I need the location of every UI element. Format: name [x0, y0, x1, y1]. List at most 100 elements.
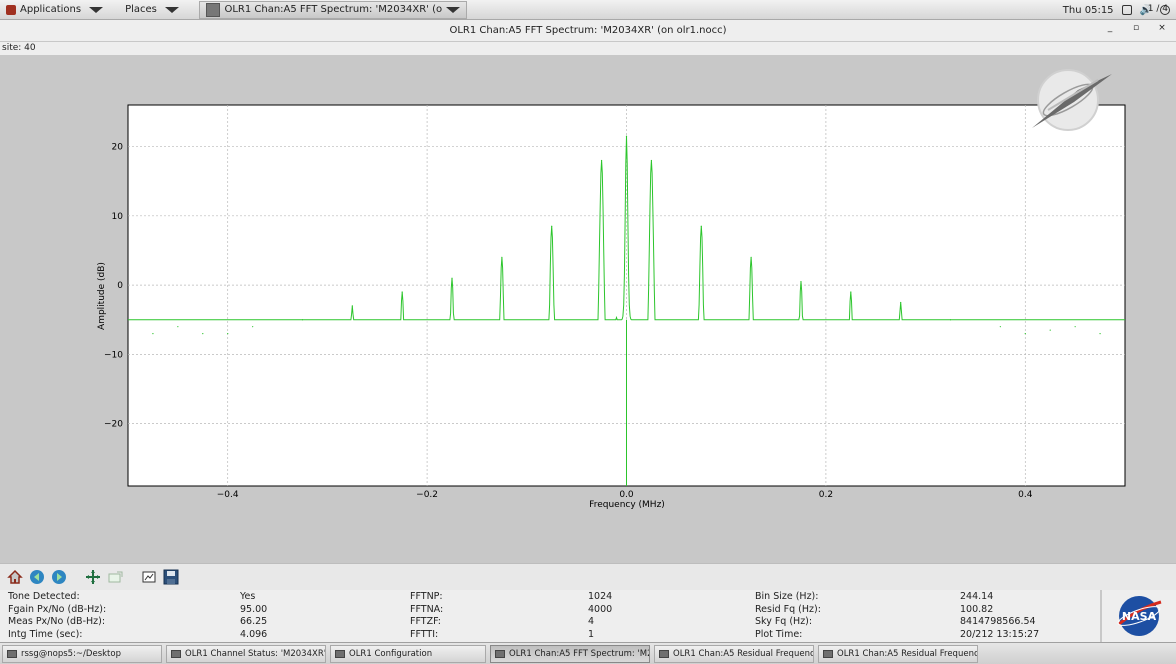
stat-value: 4.096: [240, 628, 268, 640]
forward-arrow-icon[interactable]: [50, 568, 68, 586]
stat-value: 20/212 13:15:27: [960, 628, 1040, 640]
stat-label: FFTTI:: [410, 628, 439, 640]
y-tick-label: 20: [112, 143, 124, 153]
spectrum-peak-point: [800, 281, 802, 283]
fft-spectrum-chart[interactable]: −0.4 −0.2 0.0 0.2 0.4 20 10 0 −10 −20 Frequency (…: [0, 55, 1176, 563]
chevron-down-icon: [89, 6, 104, 13]
window-title: OLR1 Chan:A5 FFT Spectrum: 'M2034XR' (on…: [449, 25, 727, 36]
window-icon: [823, 649, 833, 658]
places-label: Places: [125, 4, 157, 15]
taskbar-item[interactable]: OLR1 Channel Status: 'M2034XR' ...: [166, 644, 326, 663]
active-window-label: OLR1 Chan:A5 FFT Spectrum: 'M2034XR' (on…: [224, 4, 442, 15]
series-group: [128, 135, 1125, 486]
y-tick-label: −10: [104, 350, 123, 360]
spectrum-peak-point: [1099, 333, 1101, 335]
window-icon: [171, 649, 181, 658]
power-icon[interactable]: [1160, 5, 1170, 15]
spectrum-peak-point: [700, 225, 702, 227]
spectrum-peak-point: [1049, 329, 1051, 331]
stat-label: Meas Px/No (dB-Hz):: [8, 616, 106, 627]
taskbar-item[interactable]: OLR1 Configuration: [330, 644, 486, 663]
chevron-down-icon: [445, 6, 460, 13]
spectrum-peak-point: [227, 333, 229, 335]
stat-value: Yes: [240, 591, 256, 602]
spectrum-peak-point: [451, 277, 453, 279]
spectrum-peak-point: [501, 256, 503, 258]
pan-icon[interactable]: [84, 568, 102, 586]
taskbar-item-label: OLR1 Chan:A5 Residual Frequenc...: [673, 648, 814, 659]
spectrum-peak-point: [850, 291, 852, 293]
stat-value: 1024: [588, 591, 613, 602]
display-icon[interactable]: [1121, 5, 1132, 15]
minimize-button[interactable]: _: [1107, 23, 1113, 33]
spectrum-peak-point: [1074, 326, 1076, 328]
close-button[interactable]: ×: [1158, 23, 1166, 33]
taskbar-item[interactable]: OLR1 Chan:A5 FFT Spectrum: 'M2...: [490, 644, 650, 663]
configure-subplots-icon[interactable]: [140, 568, 158, 586]
window-title-bar[interactable]: OLR1 Chan:A5 FFT Spectrum: 'M2034XR' (on…: [0, 20, 1176, 42]
nasa-logo-box: NASA: [1102, 590, 1176, 642]
mission-logo: [1032, 69, 1112, 131]
window-icon: [495, 649, 505, 658]
spectrum-peak-point: [999, 326, 1001, 328]
spectrum-peak-point: [301, 319, 304, 321]
applications-menu[interactable]: Applications: [0, 0, 109, 20]
spectrum-peak-point: [750, 256, 752, 258]
site-label: site: 40: [0, 42, 1176, 55]
axis-ticks: −0.4 −0.2 0.0 0.2 0.4 20 10 0 −10 −20: [104, 143, 1033, 500]
y-tick-label: 0: [117, 281, 123, 291]
figure-canvas[interactable]: −0.4 −0.2 0.0 0.2 0.4 20 10 0 −10 −20 Frequency (…: [0, 55, 1176, 563]
x-tick-label: 0.4: [1018, 490, 1033, 500]
spectrum-peak-point: [152, 333, 154, 335]
clock[interactable]: Thu 05:15: [1062, 4, 1114, 16]
stat-value: 1: [588, 628, 595, 640]
places-menu[interactable]: Places: [119, 0, 185, 20]
active-window-button[interactable]: OLR1 Chan:A5 FFT Spectrum: 'M2034XR' (on…: [198, 0, 467, 19]
taskbar-item-label: OLR1 Configuration: [349, 648, 433, 659]
stat-label: Intg Time (sec):: [8, 628, 83, 640]
taskbar-item[interactable]: OLR1 Chan:A5 Residual Frequenc...: [818, 644, 978, 663]
x-tick-label: 0.0: [619, 490, 634, 500]
spectrum-peak-point: [551, 225, 553, 227]
workspace-pager[interactable]: 1 / 4: [1147, 4, 1168, 14]
stat-value: 100.82: [960, 603, 994, 615]
stat-value: 66.25: [240, 616, 268, 627]
home-icon[interactable]: [6, 568, 24, 586]
maximize-button[interactable]: ▫: [1132, 23, 1140, 33]
zoom-icon[interactable]: [106, 568, 124, 586]
spectrum-peak-point: [625, 135, 628, 137]
window-icon: [335, 649, 345, 658]
chevron-down-icon: [164, 6, 179, 13]
nasa-logo: NASA: [1117, 596, 1162, 636]
window-icon: [205, 2, 221, 17]
volume-icon[interactable]: 🔊: [1139, 4, 1152, 16]
stat-label: Fgain Px/No (dB-Hz):: [8, 603, 107, 615]
spectrum-peak-point: [177, 326, 179, 328]
spectrum-peak-point: [351, 305, 353, 307]
stat-value: 95.00: [240, 603, 268, 615]
nasa-label: NASA: [1122, 610, 1157, 623]
y-axis-label: Amplitude (dB): [97, 262, 107, 330]
spectrum-peak-point: [650, 159, 653, 162]
top-panel: Applications Places OLR1 Chan:A5 FFT Spe…: [0, 0, 1176, 20]
window-controls: _ ▫ ×: [1104, 23, 1168, 33]
spectrum-peak-point: [900, 301, 902, 304]
stat-value: 4: [588, 616, 595, 627]
stat-label: FFTNA:: [410, 603, 444, 615]
stat-value: 8414798566.54: [960, 616, 1036, 627]
y-tick-label: −20: [104, 420, 123, 430]
spectrum-peak-point: [252, 326, 254, 328]
applications-label: Applications: [20, 4, 82, 15]
window-icon: [7, 649, 17, 658]
taskbar-item[interactable]: OLR1 Chan:A5 Residual Frequenc...: [654, 644, 814, 663]
taskbar-item-label: OLR1 Chan:A5 Residual Frequenc...: [837, 648, 978, 659]
window-icon: [659, 649, 669, 658]
stat-label: Plot Time:: [755, 628, 803, 640]
stat-value: 4000: [588, 603, 613, 615]
save-icon[interactable]: [162, 568, 180, 586]
taskbar-item[interactable]: rssg@nops5:~/Desktop: [2, 644, 162, 663]
taskbar: rssg@nops5:~/Desktop OLR1 Channel Status:…: [0, 642, 1176, 664]
back-arrow-icon[interactable]: [28, 568, 46, 586]
spectrum-peak-point: [600, 159, 603, 162]
x-tick-label: −0.4: [217, 490, 239, 500]
